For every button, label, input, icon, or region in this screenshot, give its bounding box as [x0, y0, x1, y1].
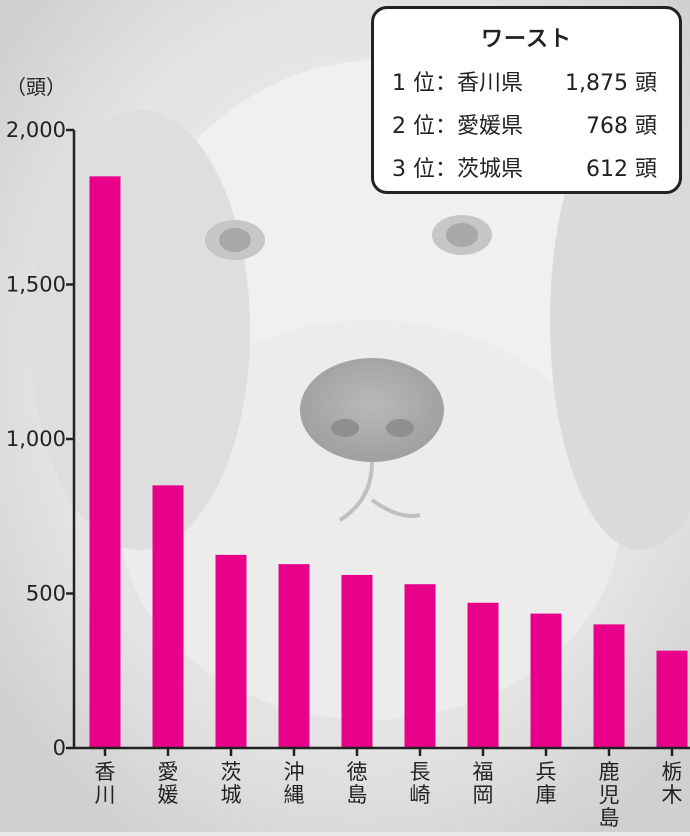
x-tick-label: 長崎	[410, 760, 431, 807]
worst-ranking-row: 2 位：愛媛県 768 頭	[392, 108, 657, 139]
worst-ranking-value: 1,875 頭	[565, 71, 657, 96]
x-tick-label: 徳島	[347, 760, 368, 807]
worst-ranking-rank: 2 位：愛媛県	[392, 114, 523, 139]
worst-ranking-value: 768 頭	[586, 114, 657, 139]
bar	[341, 574, 373, 748]
x-tick-label: 栃木	[662, 760, 683, 807]
x-tick-label: 香川	[95, 760, 116, 807]
bar	[530, 613, 562, 748]
x-tick-label: 沖縄	[284, 760, 305, 807]
x-tick-label: 鹿児島	[599, 760, 620, 830]
bar	[152, 485, 184, 748]
bar	[404, 584, 436, 748]
worst-ranking-rank: 3 位：茨城県	[392, 157, 523, 182]
y-axis-unit-label: （頭）	[6, 75, 66, 99]
plot-area: （頭） 0 500 1,000 1,500 2,000 香川愛媛茨城沖縄徳島長崎福岡兵庫鹿児…	[6, 75, 690, 830]
y-tick-label: 1,000	[6, 427, 66, 451]
worst-ranking-title: ワースト	[481, 27, 572, 52]
x-tick-label: 兵庫	[536, 760, 557, 807]
y-tick-label: 0	[53, 736, 66, 760]
bar	[593, 624, 625, 748]
bar	[278, 564, 310, 748]
x-tick-label: 茨城	[221, 760, 242, 807]
bar	[215, 554, 247, 748]
bar	[467, 602, 499, 748]
x-tick-label: 福岡	[473, 760, 494, 807]
y-tick-label: 500	[26, 582, 66, 606]
worst-ranking-row: 3 位：茨城県 612 頭	[392, 151, 657, 182]
bar	[89, 176, 121, 749]
worst-ranking-rank: 1 位：香川県	[392, 71, 523, 96]
worst-ranking-box: ワースト 1 位：香川県 1,875 頭 2 位：愛媛県 768 頭 3 位：茨…	[371, 6, 682, 194]
x-tick-label: 愛媛	[158, 760, 179, 807]
worst-ranking-value: 612 頭	[586, 157, 657, 182]
y-tick-label: 2,000	[6, 118, 66, 142]
y-tick-label: 1,500	[6, 273, 66, 297]
bar	[656, 650, 688, 748]
worst-ranking-row: 1 位：香川県 1,875 頭	[392, 65, 657, 96]
